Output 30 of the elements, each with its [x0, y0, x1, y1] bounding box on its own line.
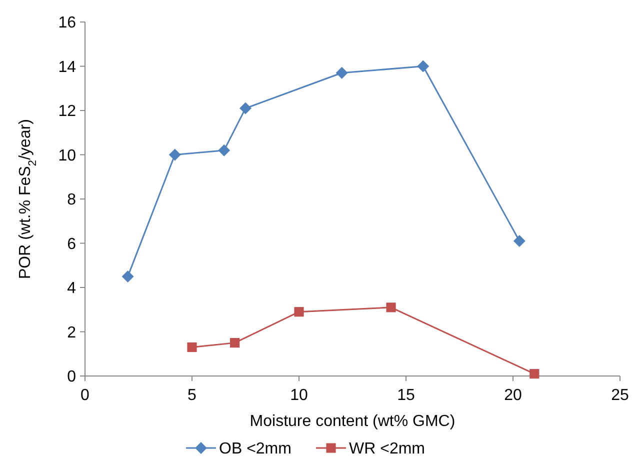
point: [530, 368, 540, 379]
y-tick-label: 14: [58, 58, 76, 76]
point: [240, 102, 252, 114]
y-tick-label: 4: [67, 280, 76, 298]
point: [168, 148, 181, 161]
x-tick-label: 15: [397, 387, 415, 404]
x-tick-label: 25: [611, 387, 629, 404]
point: [122, 270, 134, 282]
y-tick-label: 0: [67, 368, 76, 386]
legend-label: WR <2mm: [349, 440, 425, 458]
point: [294, 307, 304, 317]
point: [417, 60, 430, 72]
y-tick-label: 8: [67, 192, 76, 209]
x-tick-label: 0: [80, 387, 90, 404]
point: [230, 338, 240, 348]
point: [386, 302, 396, 312]
point: [187, 342, 197, 352]
y-tick-label: 12: [58, 103, 76, 120]
y-tick-label: 2: [67, 324, 76, 342]
point: [336, 66, 348, 79]
legend-label: OB <2mm: [219, 440, 292, 458]
y-tick-label: 16: [58, 14, 76, 32]
x-tick-label: 10: [290, 387, 308, 404]
y-tick-label: 10: [58, 147, 76, 164]
x-tick-label: 20: [504, 387, 522, 404]
point: [218, 144, 230, 156]
x-tick-label: 5: [188, 387, 197, 404]
y-tick-label: 6: [67, 236, 76, 253]
x-axis-title: Moisture content (wt% GMC): [250, 413, 456, 430]
point: [513, 235, 526, 248]
